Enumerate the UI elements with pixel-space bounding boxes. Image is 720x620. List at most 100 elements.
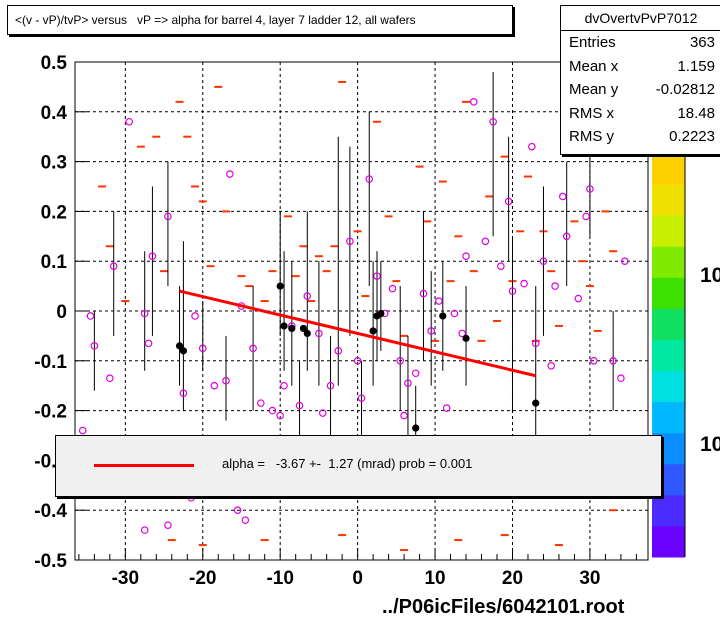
data-point-filled <box>288 324 296 333</box>
y-tick-label: -0.5 <box>34 551 67 572</box>
data-point-open <box>164 521 172 529</box>
data-point-open <box>140 526 149 534</box>
data-point-open <box>559 192 567 201</box>
stats-value: 18.48 <box>677 104 715 122</box>
data-point-open <box>620 257 629 266</box>
data-marks <box>78 71 629 552</box>
y-tick-label: -0.4 <box>34 501 67 522</box>
data-point-open <box>326 381 335 390</box>
x-tick-label: 20 <box>502 568 523 589</box>
data-point-open <box>318 409 327 417</box>
data-point-open <box>148 252 157 261</box>
data-point-open <box>411 369 420 378</box>
palette-label: 10 <box>700 433 720 456</box>
palette-label: 10 <box>700 264 720 287</box>
data-point-open <box>404 379 412 388</box>
data-point-open <box>86 312 95 320</box>
data-point-open <box>222 376 230 385</box>
data-point-open <box>140 309 149 318</box>
data-point-open <box>435 297 443 305</box>
data-point-open <box>106 374 114 383</box>
data-point-open <box>458 329 466 338</box>
data-point-open <box>442 404 451 412</box>
data-point-open <box>551 282 559 290</box>
stats-label: RMS y <box>569 128 614 145</box>
data-point-open <box>78 426 87 435</box>
data-point-open <box>400 411 408 420</box>
data-point-open <box>508 287 517 295</box>
data-point-filled <box>439 312 447 320</box>
stats-name: dvOvertvPvP7012 <box>561 6 720 31</box>
stats-label: RMS x <box>569 104 614 122</box>
palette-segment <box>652 277 685 309</box>
palette-segment <box>652 215 685 247</box>
y-tick-label: -0.1 <box>34 352 67 373</box>
data-point-open <box>582 212 590 221</box>
data-point-open <box>373 272 381 280</box>
data-point-filled <box>303 329 311 338</box>
stats-value: 1.159 <box>677 57 715 75</box>
fit-line <box>179 289 537 378</box>
y-tick-label: 0 <box>56 302 67 323</box>
data-point-open <box>353 356 362 365</box>
data-point-open <box>125 117 134 126</box>
data-point-open <box>562 232 571 241</box>
y-tick-label: 0.1 <box>41 252 68 273</box>
stats-row-mean-y: Mean y -0.02812 <box>561 78 720 102</box>
data-point-open <box>268 406 277 415</box>
data-point-open <box>276 411 284 420</box>
data-point-filled <box>412 424 420 432</box>
data-point-filled <box>175 342 184 350</box>
data-point-filled <box>377 309 385 318</box>
fit-legend-line <box>94 464 194 467</box>
data-point-open <box>504 197 513 206</box>
x-tick-label: -20 <box>189 568 216 589</box>
y-tick-label: -0.2 <box>34 402 67 423</box>
data-point-open <box>357 394 366 402</box>
data-point-open <box>617 374 625 383</box>
data-point-open <box>241 516 250 524</box>
data-point-filled <box>280 322 288 330</box>
data-point-open <box>547 361 556 370</box>
data-point-open <box>315 329 323 338</box>
data-point-open <box>481 237 490 246</box>
data-point-open <box>90 342 99 350</box>
stats-row-rms-y: RMS y 0.2223 <box>561 125 720 149</box>
data-point-open <box>396 356 405 365</box>
data-point-filled <box>276 282 284 290</box>
fit-legend: alpha = -3.67 +- 1.27 (mrad) prob = 0.00… <box>55 435 662 497</box>
data-point-open <box>210 381 219 390</box>
palette-segment <box>652 401 685 434</box>
data-point-filled <box>532 399 540 407</box>
stats-box: dvOvertvPvP7012 Entries 363 Mean x 1.159… <box>560 5 720 155</box>
data-point-open <box>226 170 234 178</box>
x-tick-label: -30 <box>112 568 139 589</box>
data-point-open <box>164 212 172 221</box>
data-point-open <box>469 98 478 106</box>
x-tick-label: 10 <box>424 568 445 589</box>
palette-segment <box>652 246 685 278</box>
palette-segment <box>652 494 685 527</box>
data-point-open <box>419 289 428 298</box>
data-point-open <box>589 356 598 365</box>
data-point-open <box>388 284 397 293</box>
data-point-open <box>191 312 199 320</box>
data-point-open <box>144 339 153 348</box>
stats-row-mean-x: Mean x 1.159 <box>561 55 720 79</box>
y-tick-label: 0.4 <box>41 103 68 124</box>
data-point-open <box>539 257 548 266</box>
y-tick-label: 0.3 <box>41 153 67 174</box>
data-point-open <box>520 279 528 288</box>
data-point-open <box>489 117 497 126</box>
data-point-open <box>574 294 583 303</box>
y-tick-label: 0.2 <box>41 202 67 223</box>
palette-segment <box>652 339 685 372</box>
y-tick-label: 0.5 <box>41 53 68 74</box>
data-point-filled <box>179 347 188 355</box>
data-point-filled <box>462 334 470 342</box>
palette-segment <box>652 525 685 558</box>
data-point-open <box>179 389 188 397</box>
data-point-filled <box>369 327 377 335</box>
data-point-open <box>257 399 265 407</box>
